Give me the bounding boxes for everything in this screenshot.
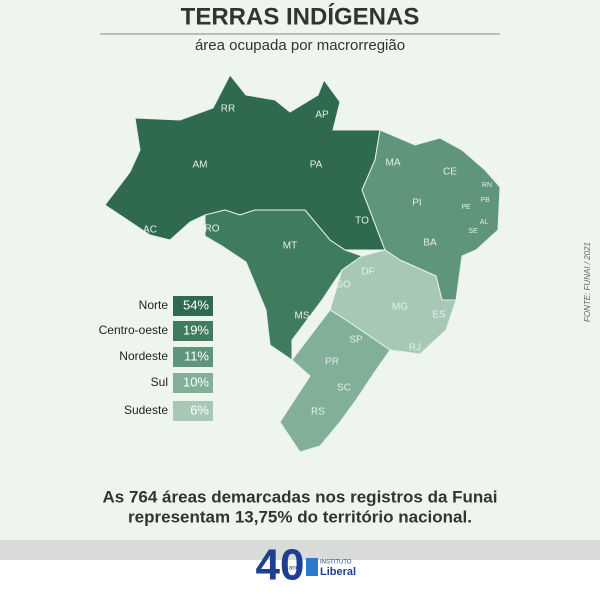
state-label: RJ bbox=[409, 343, 421, 354]
state-label: PE bbox=[461, 204, 471, 211]
state-label: PR bbox=[325, 357, 339, 368]
legend-label: Centro-oeste bbox=[99, 323, 169, 337]
legend-value: 10% bbox=[183, 374, 209, 389]
title: TERRAS INDÍGENAS bbox=[181, 2, 420, 30]
map bbox=[104, 74, 501, 453]
state-label: RO bbox=[205, 224, 220, 235]
state-label: GO bbox=[335, 280, 351, 291]
logo-org-top: INSTITUTO bbox=[320, 560, 352, 566]
state-label: ES bbox=[432, 310, 446, 321]
legend-box bbox=[173, 347, 213, 367]
legend-label: Sul bbox=[151, 375, 168, 389]
legend-box bbox=[173, 296, 213, 316]
state-label: RS bbox=[311, 407, 325, 418]
state-label: SE bbox=[468, 228, 478, 235]
state-label: TO bbox=[355, 216, 369, 227]
state-label: AL bbox=[480, 219, 489, 226]
state-label: BA bbox=[423, 238, 437, 249]
logo-number: 40 bbox=[256, 541, 305, 590]
state-label: AM bbox=[193, 160, 208, 171]
legend-box bbox=[173, 373, 213, 393]
state-label: AP bbox=[315, 110, 329, 121]
legend-box bbox=[173, 401, 213, 421]
subtitle: área ocupada por macrorregião bbox=[195, 37, 405, 54]
state-label: MS bbox=[295, 311, 310, 322]
legend-value: 54% bbox=[183, 297, 209, 312]
state-label: SC bbox=[337, 383, 351, 394]
state-label: RN bbox=[482, 182, 492, 189]
state-label: PI bbox=[412, 198, 421, 209]
logo-org-name: Liberal bbox=[320, 566, 356, 578]
state-label: SP bbox=[349, 335, 363, 346]
legend-label: Norte bbox=[139, 298, 169, 312]
legend-label: Sudeste bbox=[124, 403, 168, 417]
region-sul bbox=[279, 309, 391, 453]
footer-band-light bbox=[0, 560, 600, 600]
state-label: AC bbox=[143, 225, 157, 236]
state-label: MA bbox=[386, 158, 401, 169]
state-label: PA bbox=[310, 160, 323, 171]
source: FONTE: FUNAI / 2021 bbox=[583, 242, 592, 322]
state-label: MT bbox=[283, 241, 297, 252]
logo-small: anos bbox=[289, 566, 302, 572]
legend-value: 6% bbox=[190, 402, 209, 417]
state-label: CE bbox=[443, 167, 457, 178]
region-centro-oeste bbox=[204, 209, 364, 361]
legend-label: Nordeste bbox=[119, 349, 168, 363]
footer-line: representam 13,75% do território naciona… bbox=[128, 507, 472, 526]
logo-mark bbox=[306, 558, 318, 576]
state-label: MG bbox=[392, 302, 408, 313]
state-label: PB bbox=[480, 197, 490, 204]
state-label: DF bbox=[361, 267, 374, 278]
legend-box bbox=[173, 321, 213, 341]
state-label: RR bbox=[221, 104, 235, 115]
footer-line: As 764 áreas demarcadas nos registros da… bbox=[103, 487, 498, 506]
legend-value: 11% bbox=[184, 348, 209, 363]
legend-value: 19% bbox=[183, 322, 209, 337]
